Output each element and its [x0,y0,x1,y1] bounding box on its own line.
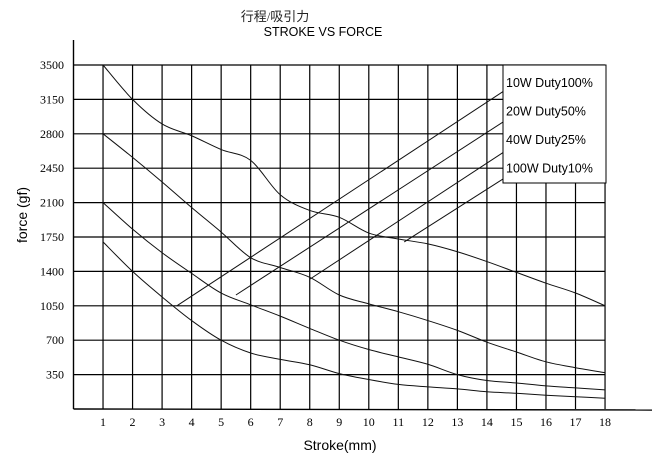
y-tick-label: 2450 [40,161,64,175]
load-line-2 [235,118,508,296]
chart-title: 行程/吸引力 [241,9,310,24]
load-line-3 [309,149,508,280]
y-tick-label: 3500 [40,58,64,72]
x-tick-labels: 1 2 3 4 5 6 7 8 9 10 11 12 13 14 15 16 17 18 [100,415,611,429]
legend-entry: 100W Duty10% [506,162,593,176]
y-tick-label: 1400 [40,264,64,278]
force-curves [102,64,606,399]
x-tick-label: 12 [422,415,434,429]
load-line-4 [403,175,508,243]
y-tick-label: 700 [46,333,64,347]
legend-entry: 10W Duty100% [506,76,593,90]
x-axis [73,408,653,411]
x-tick-label: 9 [336,415,342,429]
x-tick-label: 2 [130,415,136,429]
y-tick-label: 2800 [40,127,64,141]
y-tick-label: 1050 [40,299,64,313]
x-tick-label: 14 [481,415,493,429]
x-tick-label: 13 [451,415,463,429]
force-curve-1 [102,64,606,307]
x-tick-label: 1 [100,415,106,429]
load-line-1 [176,88,508,307]
x-tick-label: 17 [570,415,582,429]
x-tick-label: 8 [307,415,313,429]
y-axis-label: force (gf) [14,187,30,243]
x-tick-label: 11 [393,415,405,429]
x-axis-label: Stroke(mm) [303,437,376,453]
x-tick-label: 6 [248,415,254,429]
force-curve-3 [102,202,606,391]
x-tick-label: 7 [277,415,283,429]
x-tick-label: 4 [189,415,195,429]
x-tick-label: 10 [363,415,375,429]
x-tick-label: 16 [540,415,552,429]
legend-entry: 20W Duty50% [506,105,586,119]
y-tick-label: 3150 [40,92,64,106]
axes [72,40,653,411]
x-tick-label: 3 [159,415,165,429]
y-tick-label: 1750 [40,230,64,244]
x-tick-label: 15 [510,415,522,429]
y-tick-label: 350 [46,368,64,382]
y-tick-label: 2100 [40,196,64,210]
y-tick-labels: 350 700 1050 1400 1750 2100 2450 2800 3150 3500 [40,58,64,382]
legend: 10W Duty100% 20W Duty50% 40W Duty25% 100W D… [502,64,607,184]
legend-entry: 40W Duty25% [506,133,586,147]
grid [73,64,606,409]
load-lines [176,88,508,307]
force-curve-4 [102,241,606,399]
force-curve-2 [102,133,606,374]
x-tick-label: 5 [218,415,224,429]
chart-subtitle: STROKE VS FORCE [264,25,383,39]
legend-box [502,64,607,184]
x-tick-label: 18 [599,415,611,429]
